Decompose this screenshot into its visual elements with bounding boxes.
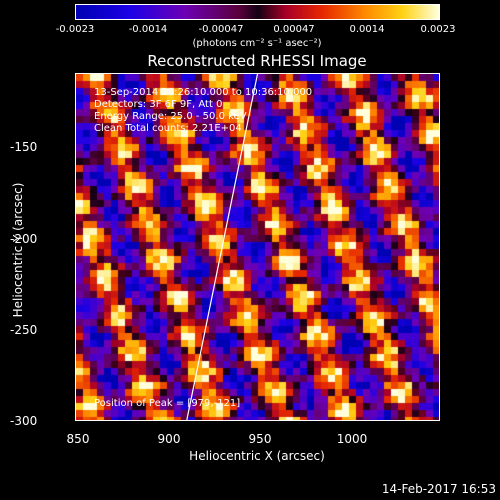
time-range-label: 13-Sep-2014 10:26:10.000 to 10:36:10.000 bbox=[94, 87, 313, 98]
plot-timestamp: 14-Feb-2017 16:53 bbox=[381, 482, 496, 496]
heatmap-image bbox=[76, 74, 439, 420]
x-tick: 900 bbox=[157, 432, 181, 446]
x-tick: 950 bbox=[248, 432, 272, 446]
y-axis-label: Heliocentric Y (arcsec) bbox=[11, 182, 25, 318]
peak-position-label: Position of Peak = [979,-121] bbox=[94, 398, 241, 409]
colorbar-tick: 0.00047 bbox=[273, 24, 315, 35]
colorbar-tick: -0.0014 bbox=[128, 24, 168, 35]
plot-overlay bbox=[186, 74, 259, 420]
detectors-label: Detectors: 3F 6F 9F, Att 0 bbox=[94, 99, 223, 110]
x-axis-label: Heliocentric X (arcsec) bbox=[189, 449, 325, 463]
y-tick: -250 bbox=[10, 323, 38, 337]
colorbar-tick: 0.0023 bbox=[420, 24, 456, 35]
x-tick: 850 bbox=[66, 432, 90, 446]
limb-line bbox=[186, 74, 259, 420]
colorbar-units: (photons cm⁻² s⁻¹ asec⁻²) bbox=[192, 38, 322, 49]
colorbar-tick: -0.00047 bbox=[198, 24, 244, 35]
plot-area: 13-Sep-2014 10:26:10.000 to 10:36:10.000… bbox=[75, 73, 440, 421]
y-tick: -200 bbox=[10, 232, 38, 246]
energy-range-label: Energy Range: 25.0 - 50.0 keV bbox=[94, 111, 247, 122]
y-tick: -300 bbox=[10, 414, 38, 428]
colorbar-tick: 0.0014 bbox=[349, 24, 385, 35]
colorbar-tick: -0.0023 bbox=[55, 24, 95, 35]
x-tick: 1000 bbox=[336, 432, 368, 446]
clean-counts-label: Clean Total counts: 2.21E+04 bbox=[94, 123, 242, 134]
y-tick: -150 bbox=[10, 140, 38, 154]
chart-title: Reconstructed RHESSI Image bbox=[147, 52, 367, 70]
colorbar bbox=[75, 4, 440, 20]
